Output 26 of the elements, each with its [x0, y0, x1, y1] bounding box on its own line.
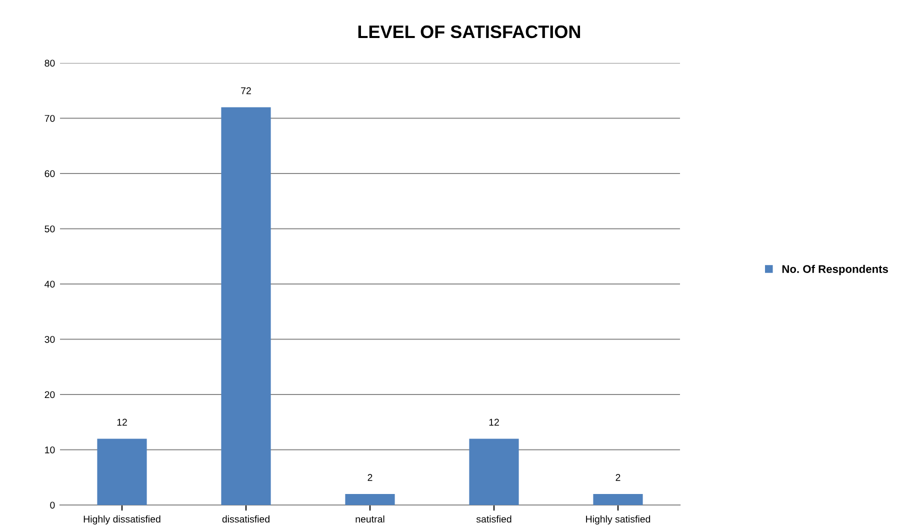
bar	[97, 438, 147, 505]
bar	[593, 494, 643, 505]
data-label: 2	[368, 474, 372, 481]
x-tick-label: neutral	[356, 515, 384, 523]
legend-label: No. Of Respondents	[782, 264, 888, 276]
y-tick-label: 30	[44, 336, 55, 343]
y-tick-label: 10	[45, 446, 55, 454]
data-label: 2	[616, 474, 620, 481]
x-tick-label: dissatisfied	[222, 515, 270, 523]
data-label: 72	[241, 87, 251, 94]
bar	[221, 107, 271, 505]
y-tick-label: 20	[44, 391, 55, 398]
y-tick-label: 60	[44, 170, 55, 178]
y-tick-label: 0	[50, 502, 55, 509]
chart-title: LEVEL OF SATISFACTION	[358, 25, 580, 38]
x-tick-label: Highly satisfied	[586, 515, 650, 524]
bar	[469, 438, 519, 505]
y-tick-label: 80	[44, 60, 55, 67]
data-label: 12	[489, 418, 499, 426]
x-tick-label: satisfied	[476, 515, 512, 523]
y-tick-label: 50	[44, 225, 55, 232]
data-label: 12	[117, 418, 127, 426]
y-tick-label: 70	[44, 114, 55, 122]
x-tick-label: Highly dissatisfied	[84, 515, 160, 524]
bar	[345, 494, 395, 505]
y-tick-label: 40	[44, 280, 55, 288]
